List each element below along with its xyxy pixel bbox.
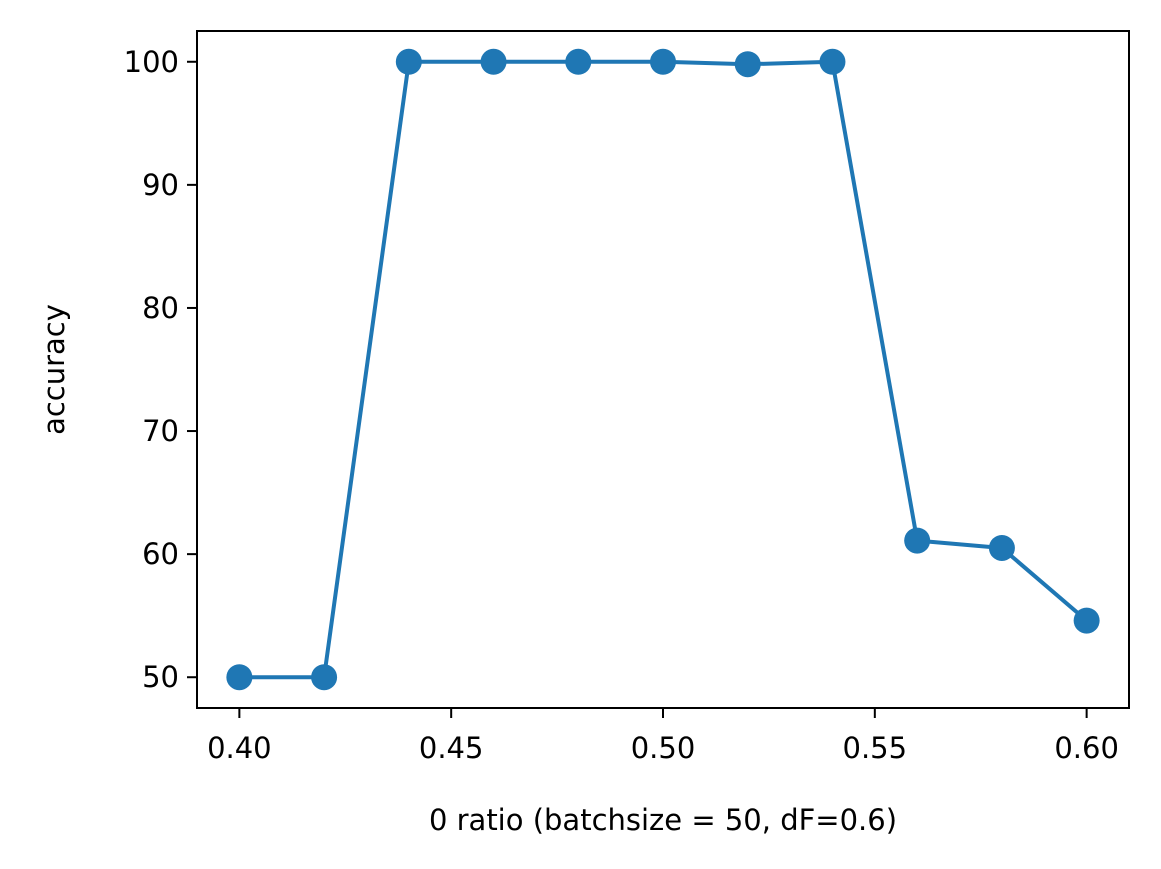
data-point (311, 664, 338, 691)
x-tick-label: 0.60 (1054, 731, 1119, 765)
data-point (734, 51, 761, 78)
y-axis: 50 60 70 80 90 100 (124, 45, 197, 694)
plot-frame (196, 30, 1130, 709)
x-axis-label: 0 ratio (batchsize = 50, dF=0.6) (429, 803, 897, 837)
x-tick-label: 0.45 (419, 731, 484, 765)
y-tick-label: 70 (142, 414, 179, 448)
data-point (650, 48, 676, 75)
x-tick-label: 0.50 (631, 731, 696, 765)
x-tick-label: 0.40 (207, 731, 272, 765)
series-markers (226, 48, 1100, 691)
data-point (226, 664, 253, 691)
data-point (565, 48, 592, 75)
data-point (395, 48, 422, 75)
y-tick-label: 80 (142, 291, 179, 325)
data-point (1073, 607, 1100, 634)
data-point (819, 48, 846, 75)
y-tick-label: 60 (142, 537, 179, 571)
data-point (480, 48, 507, 75)
y-axis-label: accuracy (37, 304, 71, 435)
data-point (904, 527, 931, 554)
x-tick-label: 0.55 (843, 731, 908, 765)
x-axis: 0.40 0.45 0.50 0.55 0.60 (207, 708, 1119, 765)
y-tick-label: 100 (124, 45, 179, 79)
y-tick-label: 50 (142, 660, 179, 694)
data-point (988, 534, 1015, 561)
y-tick-label: 90 (142, 168, 179, 202)
